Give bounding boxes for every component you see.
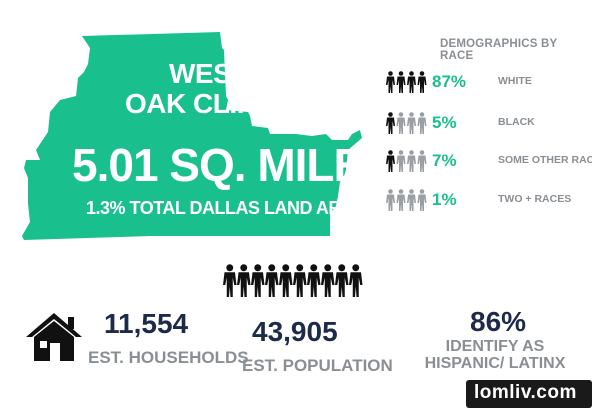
area-name-line1: WEST	[169, 58, 248, 89]
hispanic-value: 86%	[470, 306, 527, 337]
person-figure	[407, 189, 416, 211]
demo-label: WHITE	[498, 75, 532, 87]
demographics-title: DEMOGRAPHICS BY RACE	[440, 38, 558, 62]
person-figure	[396, 189, 406, 211]
watermark-text: lomliv.com	[474, 382, 577, 403]
person-figure	[407, 112, 416, 134]
person-figure	[417, 150, 427, 172]
demo-label: SOME OTHER RACE	[498, 154, 592, 166]
demo-label: BLACK	[498, 116, 535, 128]
people-icon	[386, 189, 427, 211]
people-icon	[386, 150, 427, 172]
person-figure	[396, 150, 406, 172]
person-figure	[386, 150, 395, 172]
person-figure	[279, 264, 293, 297]
demo-row-two-plus: 1% TWO + RACES	[386, 188, 586, 212]
demo-label: TWO + RACES	[498, 193, 572, 205]
population-label: EST. POPULATION	[242, 356, 393, 375]
person-figure	[223, 264, 237, 297]
demo-percent: 87%	[432, 72, 467, 91]
demo-row-other: 7% SOME OTHER RACE	[386, 149, 592, 173]
area-size: 5.01 SQ. MILES	[72, 139, 394, 191]
person-figure	[396, 71, 406, 93]
house-icon	[26, 313, 82, 361]
person-figure	[386, 112, 395, 134]
area-subtitle: 1.3% TOTAL DALLAS LAND AREA	[86, 198, 365, 218]
person-figure	[417, 112, 427, 134]
person-figure	[237, 264, 251, 297]
person-figure	[396, 112, 406, 134]
hispanic-label: IDENTIFY AS HISPANIC/ LATINX	[424, 338, 566, 372]
person-figure	[407, 150, 416, 172]
person-figure	[321, 264, 335, 297]
demo-percent: 5%	[432, 113, 457, 132]
people-icon	[386, 112, 427, 134]
person-figure	[335, 264, 349, 297]
people-icon	[386, 71, 427, 93]
person-figure	[407, 71, 416, 93]
area-name-line2: OAK CLIFF	[125, 88, 270, 119]
demo-row-white: 87% WHITE	[386, 70, 586, 94]
person-figure	[251, 264, 265, 297]
demo-percent: 7%	[432, 151, 457, 170]
person-figure	[417, 189, 427, 211]
households-label: EST. HOUSEHOLDS	[88, 348, 249, 367]
population-value: 43,905	[252, 316, 338, 347]
demo-percent: 1%	[432, 190, 457, 209]
area-map-shape	[22, 32, 362, 240]
person-figure	[307, 264, 321, 297]
person-figure	[386, 189, 395, 211]
watermark: lomliv.com	[466, 380, 592, 408]
person-figure	[265, 264, 279, 297]
demo-row-black: 5% BLACK	[386, 111, 586, 135]
person-figure	[293, 264, 307, 297]
people-icon	[223, 264, 363, 297]
person-figure	[417, 71, 427, 93]
person-figure	[349, 264, 363, 297]
person-figure	[386, 71, 395, 93]
households-value: 11,554	[104, 308, 189, 339]
